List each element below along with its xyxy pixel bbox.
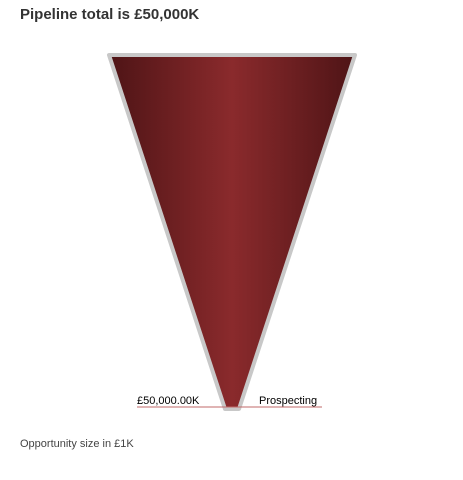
- stage-value-label: £50,000.00K: [137, 395, 200, 407]
- stage-name-label: Prospecting: [259, 395, 317, 407]
- footnote: Opportunity size in £1K: [20, 438, 134, 450]
- chart-title: Pipeline total is £50,000K: [20, 6, 200, 23]
- funnel-stage: [107, 53, 357, 411]
